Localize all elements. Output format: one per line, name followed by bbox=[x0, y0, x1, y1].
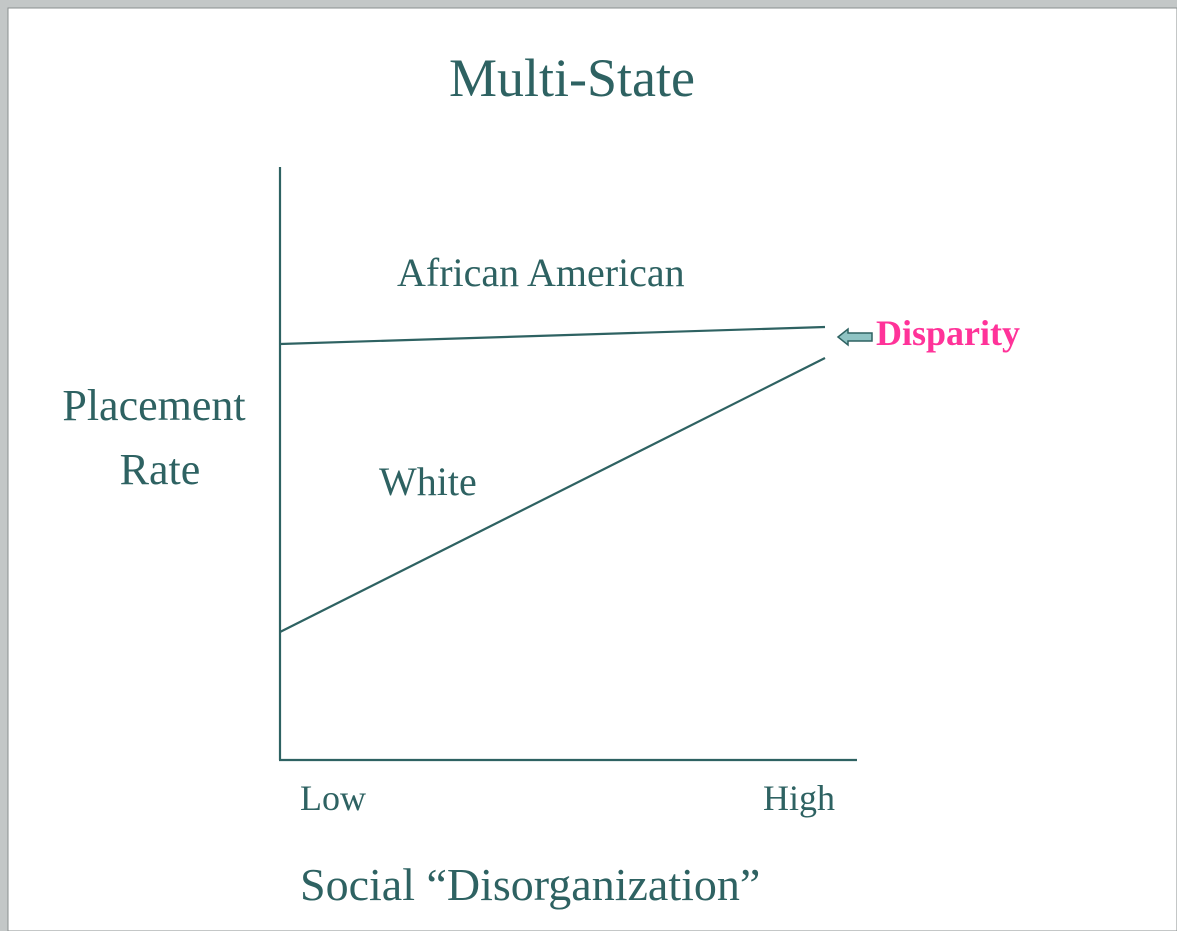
title: Multi-State bbox=[449, 48, 695, 108]
series-label: African American bbox=[397, 250, 685, 295]
white-line bbox=[279, 357, 826, 633]
x-tick-label: Low bbox=[300, 778, 366, 818]
arrow bbox=[836, 327, 873, 347]
y-axis-label: Placement bbox=[62, 381, 245, 430]
african-american-line bbox=[279, 325, 826, 346]
slide-background bbox=[7, 7, 1177, 931]
series-label: White bbox=[379, 459, 477, 504]
y-axis-label: Rate bbox=[120, 445, 201, 494]
annotation: Disparity bbox=[876, 313, 1020, 353]
x-axis-label: Social “Disorganization” bbox=[300, 859, 760, 910]
x-tick-label: High bbox=[763, 778, 835, 818]
